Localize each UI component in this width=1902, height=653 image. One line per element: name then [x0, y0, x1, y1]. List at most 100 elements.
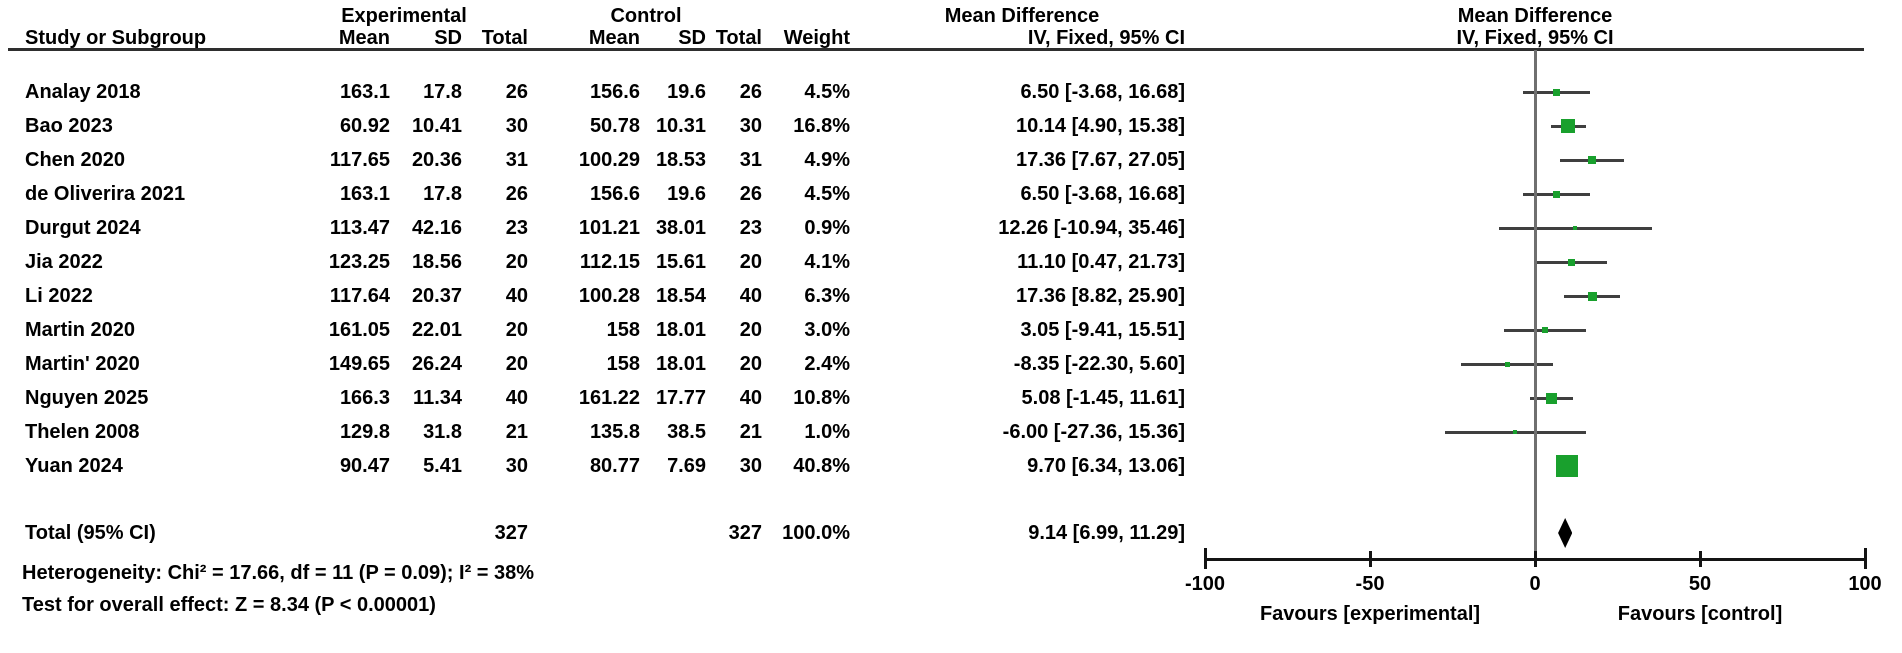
method-plot-header: IV, Fixed, 95% CI — [1456, 27, 1614, 49]
ctl-mean-column-header: Mean — [588, 27, 640, 49]
axis-tick — [1699, 551, 1702, 567]
control-group-header: Control — [610, 5, 682, 27]
study-name: Jia 2022 — [25, 251, 103, 273]
ctl-sd-cell: 19.6 — [667, 81, 706, 103]
ctl-total-cell: 31 — [739, 149, 762, 171]
favours-experimental-label: Favours [experimental] — [1259, 603, 1481, 625]
study-name: Bao 2023 — [25, 115, 113, 137]
ctl-mean-cell: 80.77 — [589, 455, 640, 477]
ci-text-cell: 12.26 [-10.94, 35.46] — [998, 217, 1185, 239]
ci-text-cell: 3.05 [-9.41, 15.51] — [1020, 319, 1185, 341]
ctl-total-cell: 23 — [739, 217, 762, 239]
exp-mean-cell: 117.65 — [329, 149, 390, 171]
ci-text-cell: 11.10 [0.47, 21.73] — [1017, 251, 1185, 273]
header-underline — [8, 48, 1864, 51]
ctl-total-cell: 30 — [739, 115, 762, 137]
ctl-mean-cell: 156.6 — [589, 81, 640, 103]
ctl-total-cell: 20 — [739, 319, 762, 341]
effect-marker — [1542, 327, 1549, 333]
exp-mean-cell: 129.8 — [339, 421, 390, 443]
exp-mean-cell: 117.64 — [329, 285, 390, 307]
ctl-sd-cell: 18.53 — [655, 149, 706, 171]
ctl-sd-cell: 7.69 — [667, 455, 706, 477]
weight-cell: 4.5% — [804, 81, 850, 103]
ctl-mean-cell: 161.22 — [578, 387, 640, 409]
method-table-header: IV, Fixed, 95% CI — [1027, 27, 1185, 49]
favours-control-label: Favours [control] — [1617, 603, 1783, 625]
exp-total-cell: 23 — [505, 217, 528, 239]
ctl-mean-cell: 158 — [606, 353, 640, 375]
axis-tick — [1864, 548, 1867, 569]
ctl-total-cell: 26 — [739, 183, 762, 205]
ctl-sd-cell: 10.31 — [655, 115, 706, 137]
exp-sd-cell: 22.01 — [411, 319, 462, 341]
weight-cell: 0.9% — [804, 217, 850, 239]
exp-sd-cell: 5.41 — [423, 455, 462, 477]
weight-cell: 4.9% — [804, 149, 850, 171]
exp-sd-cell: 26.24 — [411, 353, 462, 375]
ctl-total-cell: 20 — [739, 251, 762, 273]
weight-cell: 1.0% — [804, 421, 850, 443]
effect-marker — [1588, 156, 1597, 164]
weight-cell: 16.8% — [793, 115, 850, 137]
axis-tick-label: 0 — [1529, 573, 1541, 595]
ci-text-cell: -8.35 [-22.30, 5.60] — [1013, 353, 1185, 375]
exp-sd-cell: 17.8 — [423, 81, 462, 103]
ctl-sd-cell: 18.01 — [655, 353, 706, 375]
overall-effect-text: Test for overall effect: Z = 8.34 (P < 0… — [22, 594, 436, 616]
zero-reference-line — [1533, 50, 1537, 559]
ctl-sd-cell: 18.01 — [655, 319, 706, 341]
total-row-label: Total (95% CI) — [25, 522, 156, 544]
exp-total-cell: 31 — [505, 149, 528, 171]
exp-sd-cell: 17.8 — [423, 183, 462, 205]
ci-text-cell: 6.50 [-3.68, 16.68] — [1020, 183, 1185, 205]
exp-mean-cell: 163.1 — [339, 183, 390, 205]
weight-cell: 3.0% — [804, 319, 850, 341]
ctl-sd-cell: 15.61 — [655, 251, 706, 273]
exp-total-cell: 30 — [505, 115, 528, 137]
total-exp-n: 327 — [494, 522, 528, 544]
exp-sd-cell: 42.16 — [411, 217, 462, 239]
study-name: Yuan 2024 — [25, 455, 123, 477]
ci-text-cell: 10.14 [4.90, 15.38] — [1015, 115, 1185, 137]
exp-mean-cell: 123.25 — [328, 251, 390, 273]
axis-tick — [1369, 551, 1372, 567]
exp-sd-cell: 11.34 — [413, 387, 462, 409]
effect-marker — [1552, 190, 1560, 198]
weight-cell: 40.8% — [793, 455, 850, 477]
study-name: Nguyen 2025 — [25, 387, 149, 409]
axis-tick-label: 100 — [1848, 573, 1882, 595]
exp-total-cell: 20 — [505, 251, 528, 273]
study-column-header: Study or Subgroup — [25, 27, 207, 49]
ci-text-cell: 5.08 [-1.45, 11.61] — [1021, 387, 1185, 409]
effect-marker — [1552, 88, 1560, 96]
ctl-mean-cell: 158 — [606, 319, 640, 341]
exp-total-cell: 20 — [505, 319, 528, 341]
exp-total-cell: 40 — [505, 285, 528, 307]
ctl-sd-cell: 19.6 — [667, 183, 706, 205]
effect-marker — [1587, 291, 1597, 301]
study-name: de Oliverira 2021 — [25, 183, 186, 205]
axis-tick-label: -100 — [1184, 573, 1226, 595]
weight-cell: 2.4% — [804, 353, 850, 375]
exp-total-column-header: Total — [481, 27, 528, 49]
ctl-total-cell: 40 — [739, 387, 762, 409]
exp-total-cell: 21 — [505, 421, 528, 443]
study-name: Martin 2020 — [25, 319, 136, 341]
weight-cell: 6.3% — [804, 285, 850, 307]
effect-marker — [1561, 119, 1576, 133]
total-weight: 100.0% — [782, 522, 850, 544]
ctl-sd-cell: 38.5 — [667, 421, 706, 443]
weight-column-header: Weight — [783, 27, 850, 49]
ctl-mean-cell: 100.28 — [578, 285, 640, 307]
exp-mean-cell: 149.65 — [328, 353, 390, 375]
ci-text-cell: 17.36 [7.67, 27.05] — [1015, 149, 1185, 171]
exp-total-cell: 40 — [505, 387, 528, 409]
exp-sd-cell: 10.41 — [411, 115, 462, 137]
ctl-total-column-header: Total — [715, 27, 762, 49]
exp-total-cell: 26 — [505, 81, 528, 103]
total-ci-text: 9.14 [6.99, 11.29] — [1028, 522, 1185, 544]
mean-difference-plot-header: Mean Difference — [1457, 5, 1613, 27]
exp-sd-cell: 20.37 — [411, 285, 462, 307]
total-ctl-n: 327 — [728, 522, 762, 544]
